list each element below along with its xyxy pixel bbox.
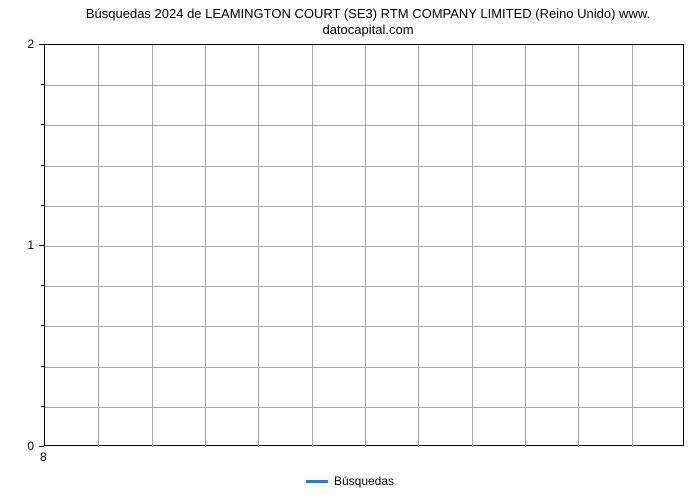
x-tick-label: 8 (40, 450, 47, 464)
y-minor-tick-mark (41, 406, 44, 407)
y-tick-label: 2 (27, 37, 34, 51)
legend: Búsquedas (306, 474, 394, 488)
chart-title-line1: Búsquedas 2024 de LEAMINGTON COURT (SE3)… (86, 6, 650, 21)
gridline-horizontal (45, 85, 685, 86)
gridline-horizontal (45, 286, 685, 287)
y-minor-tick-mark (41, 84, 44, 85)
chart-title-line2: datocapital.com (322, 22, 413, 37)
y-minor-tick-mark (41, 285, 44, 286)
y-tick-mark (39, 245, 44, 246)
y-tick-mark (39, 44, 44, 45)
gridline-horizontal (45, 326, 685, 327)
gridline-horizontal (45, 246, 685, 247)
line-chart: Búsquedas 2024 de LEAMINGTON COURT (SE3)… (0, 0, 700, 500)
gridline-horizontal (45, 166, 685, 167)
gridline-horizontal (45, 407, 685, 408)
y-minor-tick-mark (41, 325, 44, 326)
gridline-horizontal (45, 367, 685, 368)
legend-swatch (306, 480, 328, 483)
y-tick-mark (39, 446, 44, 447)
plot-area (44, 44, 684, 446)
y-minor-tick-mark (41, 165, 44, 166)
legend-label: Búsquedas (334, 474, 394, 488)
y-tick-label: 1 (27, 238, 34, 252)
gridline-horizontal (45, 206, 685, 207)
chart-title: Búsquedas 2024 de LEAMINGTON COURT (SE3)… (44, 6, 692, 39)
y-minor-tick-mark (41, 124, 44, 125)
gridline-horizontal (45, 125, 685, 126)
y-minor-tick-mark (41, 205, 44, 206)
y-minor-tick-mark (41, 366, 44, 367)
y-tick-label: 0 (27, 439, 34, 453)
